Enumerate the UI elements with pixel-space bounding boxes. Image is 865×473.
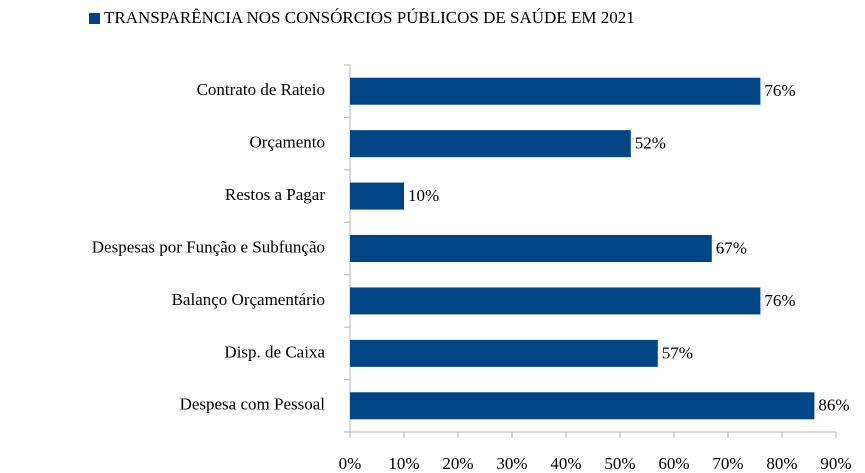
x-tick-label: 60%	[658, 454, 689, 473]
x-tick-label: 30%	[496, 454, 527, 473]
x-tick-label: 90%	[820, 454, 851, 473]
y-tick-label: Restos a Pagar	[225, 185, 325, 204]
y-tick-label: Balanço Orçamentário	[172, 290, 325, 309]
bar	[350, 339, 658, 367]
bar	[350, 287, 761, 315]
y-tick-label: Despesas por Função e Subfunção	[92, 237, 325, 256]
y-tick-label: Disp. de Caixa	[224, 342, 325, 361]
data-label: 76%	[764, 81, 795, 100]
x-tick-label: 50%	[604, 454, 635, 473]
data-label: 52%	[635, 134, 666, 153]
x-tick-label: 70%	[712, 454, 743, 473]
x-tick-label: 40%	[550, 454, 581, 473]
bar	[350, 392, 815, 420]
legend-label: TRANSPARÊNCIA NOS CONSÓRCIOS PÚBLICOS DE…	[104, 8, 635, 27]
bar	[350, 77, 761, 105]
bar	[350, 235, 712, 262]
bar	[350, 182, 404, 210]
x-tick-label: 10%	[388, 454, 419, 473]
y-tick-label: Orçamento	[249, 133, 325, 152]
bar	[350, 130, 631, 158]
x-tick-label: 0%	[339, 454, 362, 473]
data-label: 10%	[408, 186, 439, 205]
y-tick-label: Despesa com Pessoal	[180, 395, 326, 414]
x-tick-label: 80%	[766, 454, 797, 473]
x-tick-label: 20%	[442, 454, 473, 473]
data-label: 67%	[716, 238, 747, 257]
data-label: 76%	[764, 291, 795, 310]
y-tick-label: Contrato de Rateio	[197, 80, 325, 99]
data-label: 57%	[662, 343, 693, 362]
legend-swatch	[89, 13, 100, 24]
data-label: 86%	[818, 396, 849, 415]
